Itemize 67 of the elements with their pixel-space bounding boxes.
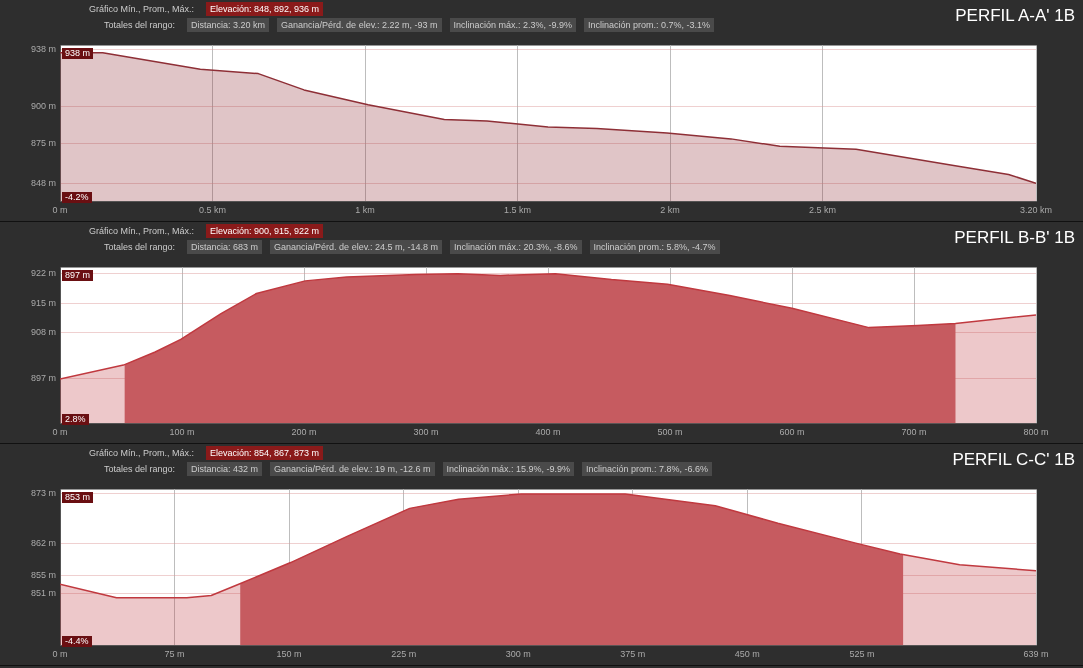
text: Gráfico Mín., Prom., Máx.:	[88, 447, 196, 460]
x-tick-label: 375 m	[620, 649, 646, 660]
text: Inclinación máx.: 15.9%, -9.9%	[442, 462, 575, 476]
chart-title: PERFIL B-B' 1B	[954, 228, 1075, 248]
y-tick-label: 875 m	[30, 137, 56, 148]
annotation: 938 m	[62, 48, 94, 59]
y-tick-label: 855 m	[30, 569, 56, 580]
text: Elevación: 848, 892, 936 m	[206, 2, 324, 16]
x-tick-label: 2 km	[660, 205, 680, 216]
y-tick-label: 851 m	[30, 587, 56, 598]
text: Elevación: 900, 915, 922 m	[206, 224, 324, 238]
x-tick-label: 150 m	[276, 649, 302, 660]
annotation: 2.8%	[62, 414, 89, 425]
annotation: 853 m	[62, 492, 94, 503]
annotation: -4.4%	[62, 636, 92, 647]
y-tick-label: 922 m	[30, 268, 56, 279]
text: Gráfico Mín., Prom., Máx.:	[88, 3, 196, 16]
text: Distancia: 683 m	[187, 240, 263, 254]
text: Distancia: 432 m	[187, 462, 263, 476]
y-tick-label: 897 m	[30, 373, 56, 384]
text: Gráfico Mín., Prom., Máx.:	[88, 225, 196, 238]
text: Ganancia/Pérd. de elev.: 2.22 m, -93 m	[277, 18, 442, 32]
x-tick-label: 75 m	[164, 649, 185, 660]
y-tick-label: 848 m	[30, 177, 56, 188]
x-tick-label: 1.5 km	[503, 205, 532, 216]
x-tick-label: 100 m	[169, 427, 195, 438]
x-tick-label: 3.20 km	[1019, 205, 1053, 216]
text: Inclinación prom.: 0.7%, -3.1%	[584, 18, 715, 32]
text: Inclinación máx.: 20.3%, -8.6%	[450, 240, 582, 254]
annotation: 897 m	[62, 270, 94, 281]
x-tick-label: 525 m	[849, 649, 875, 660]
text: Inclinación prom.: 5.8%, -4.7%	[589, 240, 720, 254]
annotation: -4.2%	[62, 192, 92, 203]
text: Elevación: 854, 867, 873 m	[206, 446, 324, 460]
y-tick-label: 862 m	[30, 538, 56, 549]
x-tick-label: 0 m	[52, 427, 68, 438]
x-tick-label: 200 m	[291, 427, 317, 438]
x-tick-label: 300 m	[413, 427, 439, 438]
text: Ganancia/Pérd. de elev.: 24.5 m, -14.8 m	[270, 240, 442, 254]
text: Totales del rango:	[103, 19, 177, 32]
x-tick-label: 2.5 km	[808, 205, 837, 216]
x-tick-label: 500 m	[657, 427, 683, 438]
text: Ganancia/Pérd. de elev.: 19 m, -12.6 m	[270, 462, 435, 476]
x-tick-label: 1 km	[355, 205, 375, 216]
chart-title: PERFIL C-C' 1B	[952, 450, 1075, 470]
text: Totales del rango:	[103, 463, 177, 476]
x-tick-label: 639 m	[1023, 649, 1049, 660]
x-tick-label: 700 m	[901, 427, 927, 438]
y-tick-label: 938 m	[30, 44, 56, 55]
x-tick-label: 400 m	[535, 427, 561, 438]
y-tick-label: 900 m	[30, 100, 56, 111]
x-tick-label: 225 m	[391, 649, 417, 660]
chart-title: PERFIL A-A' 1B	[955, 6, 1075, 26]
x-tick-label: 0 m	[52, 649, 68, 660]
text: Inclinación prom.: 7.8%, -6.6%	[582, 462, 713, 476]
text: Inclinación máx.: 2.3%, -9.9%	[449, 18, 577, 32]
x-tick-label: 300 m	[505, 649, 531, 660]
y-tick-label: 908 m	[30, 327, 56, 338]
x-tick-label: 0 m	[52, 205, 68, 216]
y-tick-label: 915 m	[30, 297, 56, 308]
text: Distancia: 3.20 km	[187, 18, 270, 32]
y-tick-label: 873 m	[30, 488, 56, 499]
x-tick-label: 600 m	[779, 427, 805, 438]
text: Totales del rango:	[103, 241, 177, 254]
x-tick-label: 450 m	[734, 649, 760, 660]
x-tick-label: 800 m	[1023, 427, 1049, 438]
x-tick-label: 0.5 km	[198, 205, 227, 216]
